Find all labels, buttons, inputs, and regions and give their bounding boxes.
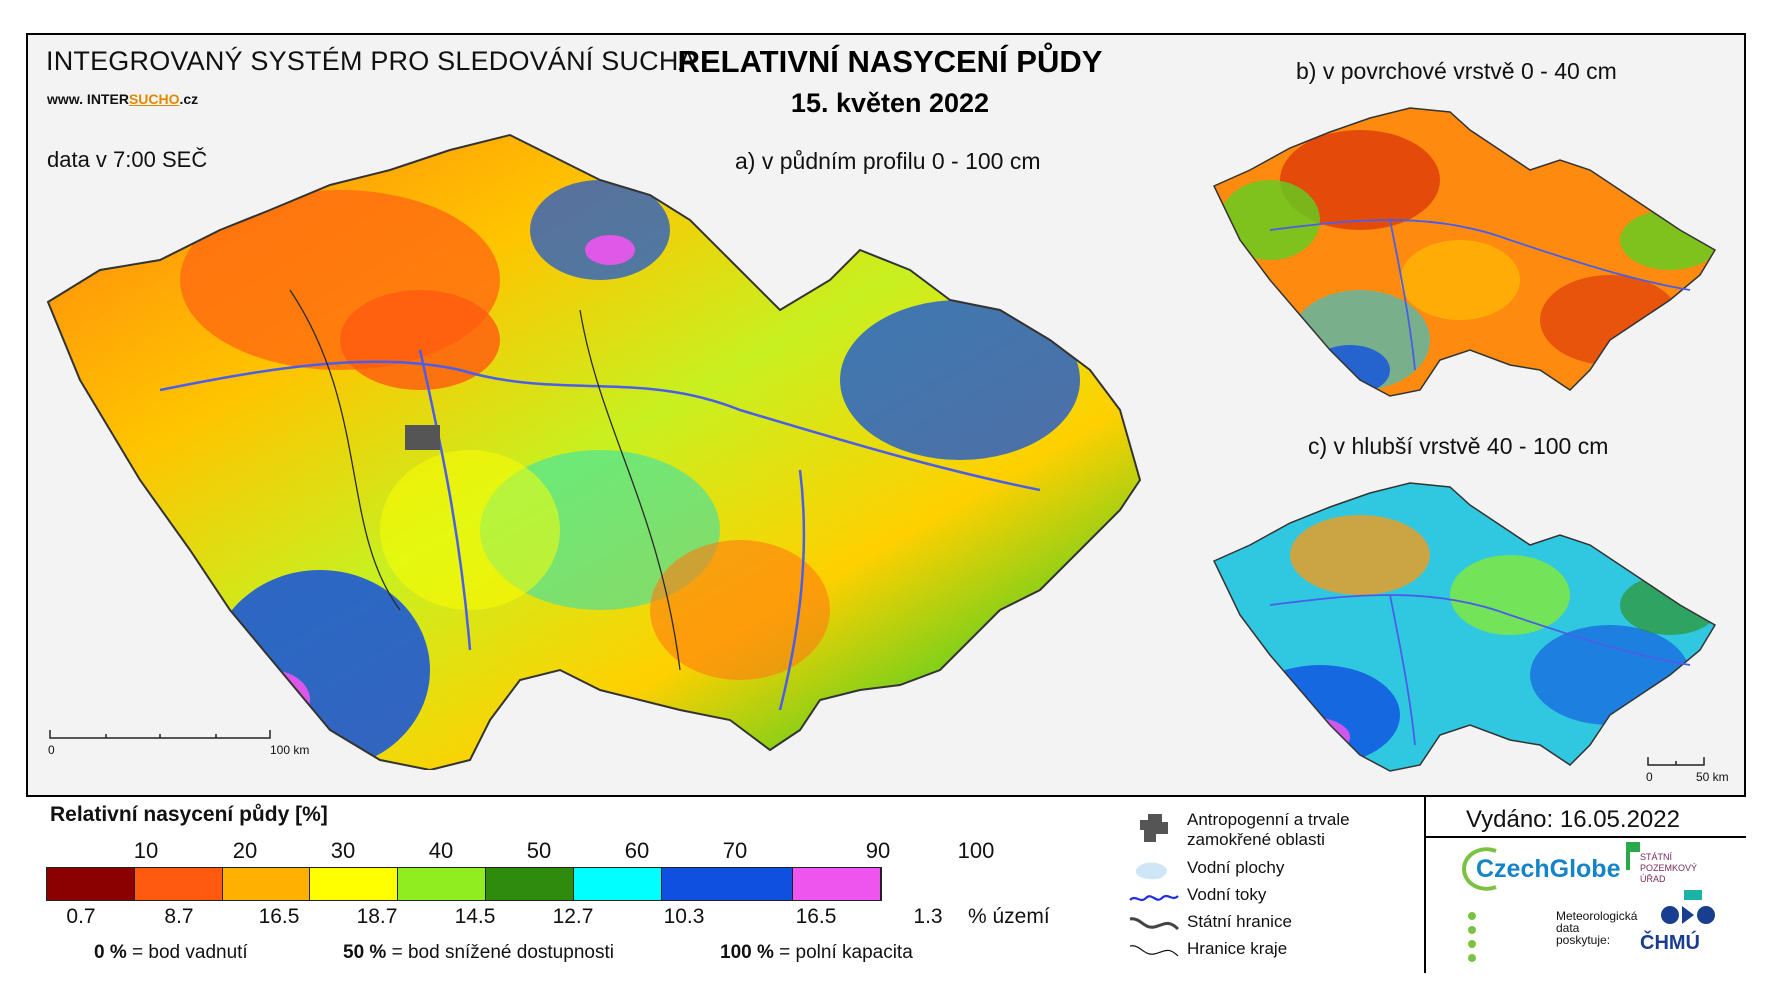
legend-threshold: 20 <box>232 838 258 863</box>
website-prefix: www. INTER <box>47 91 129 107</box>
czechglobe-logo: CzechGlobe <box>1476 855 1621 883</box>
map-a-label: a) v půdním profilu 0 - 100 cm <box>735 148 1041 174</box>
data-time: data v 7:00 SEČ <box>47 147 208 172</box>
legend-water-bodies: Vodní plochy <box>1187 858 1285 877</box>
legend-threshold: 10 <box>133 838 159 863</box>
legend-share: 16.5 <box>258 905 300 928</box>
scale-a-start: 0 <box>48 743 55 757</box>
legend-share: 14.5 <box>454 905 496 928</box>
legend-color-swatch <box>661 868 794 900</box>
note-50-text: = bod snížené dostupnosti <box>391 942 614 963</box>
map-b <box>1212 107 1717 397</box>
mendel-logo-icon <box>1468 912 1476 962</box>
prague-anthropogenic <box>405 425 440 450</box>
legend-threshold: 100 <box>957 838 995 863</box>
page-title: RELATIVNÍ NASYCENÍ PŮDY <box>677 44 1103 79</box>
website-link[interactable]: www. INTERSUCHO.cz <box>47 91 198 107</box>
legend-color-swatch <box>134 868 223 900</box>
legend-threshold: 90 <box>865 838 891 863</box>
legend-streams: Vodní toky <box>1187 885 1267 904</box>
legend-divider <box>1424 795 1426 973</box>
scale-a-end: 100 km <box>270 743 310 757</box>
legend-share-unit: % území <box>968 905 1050 928</box>
scale-c-start: 0 <box>1646 770 1653 784</box>
legend-color-swatch <box>485 868 574 900</box>
system-title: INTEGROVANÝ SYSTÉM PRO SLEDOVÁNÍ SUCHA <box>46 46 697 76</box>
legend-region-border: Hranice kraje <box>1187 939 1288 958</box>
stream-icon <box>1129 894 1179 902</box>
note-0-value: 0 % <box>94 942 127 963</box>
note-50-value: 50 % <box>343 942 387 963</box>
note-reduced-availability: 50 % = bod snížené dostupnosti <box>343 942 614 964</box>
czechglobe-logo-icon <box>1461 847 1497 891</box>
website-highlight: SUCHO <box>128 91 180 107</box>
legend-share: 18.7 <box>356 905 398 928</box>
legend-color-swatch <box>793 868 882 900</box>
legend-threshold: 40 <box>428 838 454 863</box>
map-c <box>1212 482 1717 772</box>
scale-c-end: 50 km <box>1696 770 1729 784</box>
legend-share: 1.3 <box>913 905 943 928</box>
legend-threshold: 70 <box>722 838 748 863</box>
scale-bar-a <box>49 730 271 739</box>
spu-logo: STÁTNÍ POZEMKOVÝ ÚŘAD <box>1640 852 1698 884</box>
map-c-label: c) v hlubší vrstvě 40 - 100 cm <box>1308 433 1609 459</box>
note-100-value: 100 % <box>720 942 774 963</box>
region-border-icon <box>1129 945 1179 957</box>
note-100-text: = polní kapacita <box>779 942 913 963</box>
state-border-icon <box>1129 917 1180 931</box>
legend-share: 0.7 <box>66 905 96 928</box>
legend-color-swatch <box>310 868 399 900</box>
note-field-capacity: 100 % = polní kapacita <box>720 942 913 964</box>
legend-color-swatch <box>47 868 135 900</box>
legend-share: 16.5 <box>795 905 837 928</box>
legend-color-swatch <box>573 868 662 900</box>
legend-threshold: 60 <box>624 838 650 863</box>
map-b-label: b) v povrchové vrstvě 0 - 40 cm <box>1296 58 1617 84</box>
map-a <box>46 133 1142 770</box>
spu-logo-icon <box>1626 842 1640 870</box>
meteo-credit: Meteorologická data poskytuje: <box>1556 909 1638 947</box>
water-body-icon <box>1135 862 1167 880</box>
legend-title: Relativní nasycení půdy [%] <box>50 803 328 826</box>
legend-threshold: 50 <box>526 838 552 863</box>
legend-color-swatch <box>222 868 311 900</box>
anthropogenic-icon <box>1140 814 1168 842</box>
legend-color-bar <box>46 867 882 901</box>
legend-share: 8.7 <box>164 905 194 928</box>
spu-logo-mark <box>1684 890 1702 900</box>
legend-color-swatch <box>398 868 486 900</box>
note-wilting-point: 0 % = bod vadnutí <box>94 942 248 964</box>
chmu-logo-icon <box>1661 906 1715 924</box>
scale-bar-c <box>1647 757 1705 766</box>
issued-date: Vydáno: 16.05.2022 <box>1466 806 1680 833</box>
legend-threshold: 30 <box>330 838 356 863</box>
website-suffix: .cz <box>179 91 199 107</box>
legend-share: 12.7 <box>552 905 594 928</box>
legend-anthropogenic: Antropogenní a trvale zamokřené oblasti <box>1187 810 1350 849</box>
legend-state-border: Státní hranice <box>1187 912 1292 931</box>
chmu-logo: ČHMÚ <box>1640 932 1700 954</box>
note-0-text: = bod vadnutí <box>132 942 248 963</box>
legend-share: 10.3 <box>663 905 705 928</box>
issued-divider <box>1424 836 1746 838</box>
map-date: 15. květen 2022 <box>790 88 990 118</box>
